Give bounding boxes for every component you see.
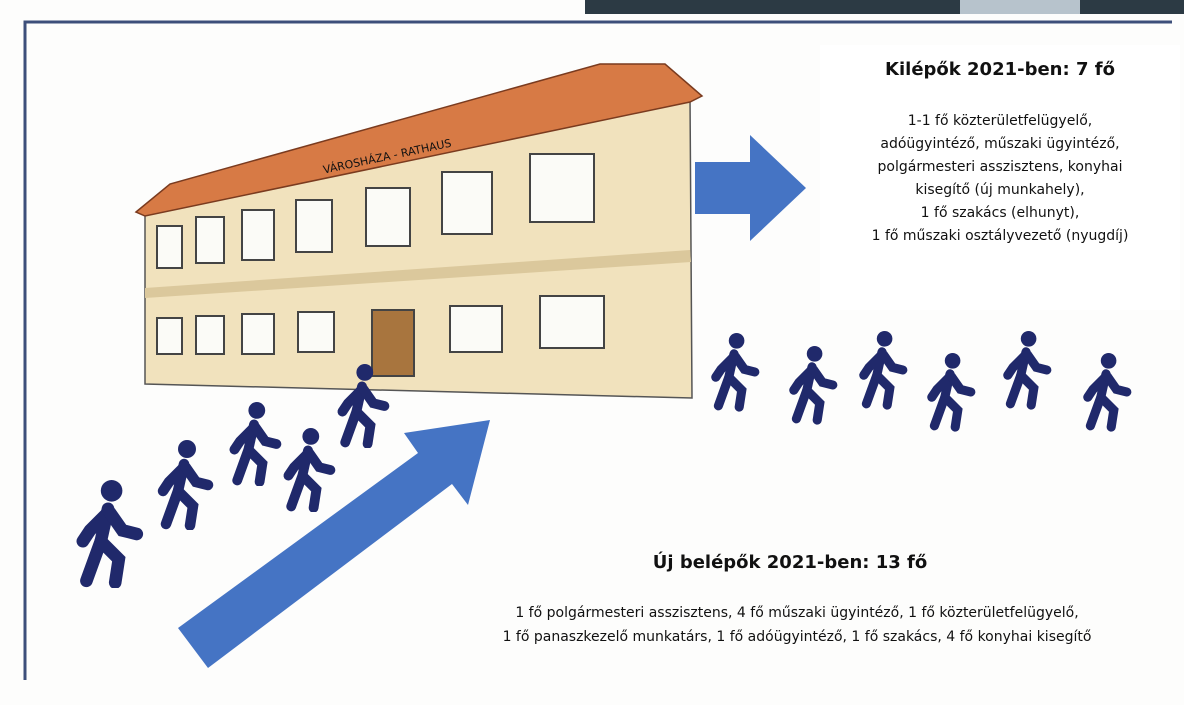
top-photo-strip [585, 0, 1184, 14]
exits-title: Kilépők 2021-ben: 7 fő [885, 59, 1115, 80]
exits-line: adóügyintéző, műszaki ügyintéző, [880, 136, 1119, 152]
door [372, 310, 414, 376]
entries-line: 1 fő panaszkezelő munkatárs, 1 fő adóügy… [503, 629, 1092, 645]
exits-line: 1 fő műszaki osztályvezető (nyugdíj) [872, 228, 1129, 244]
top-photo-highlight [960, 0, 1080, 14]
exits-box [820, 45, 1180, 310]
entries-line: 1 fő polgármesteri asszisztens, 4 fő műs… [515, 605, 1078, 621]
exits-line: polgármesteri asszisztens, konyhai [878, 159, 1123, 175]
infographic: VÁROSHÁZA - RATHAUS Kilépők 2021-ben: 7 … [0, 0, 1184, 705]
exits-line: 1 fő szakács (elhunyt), [921, 205, 1080, 221]
exits-line: 1-1 fő közterületfelügyelő, [908, 113, 1093, 129]
exits-line: kisegítő (új munkahely), [915, 182, 1084, 198]
page: VÁROSHÁZA - RATHAUS Kilépők 2021-ben: 7 … [0, 0, 1184, 705]
entries-title: Új belépők 2021-ben: 13 fő [653, 551, 927, 573]
